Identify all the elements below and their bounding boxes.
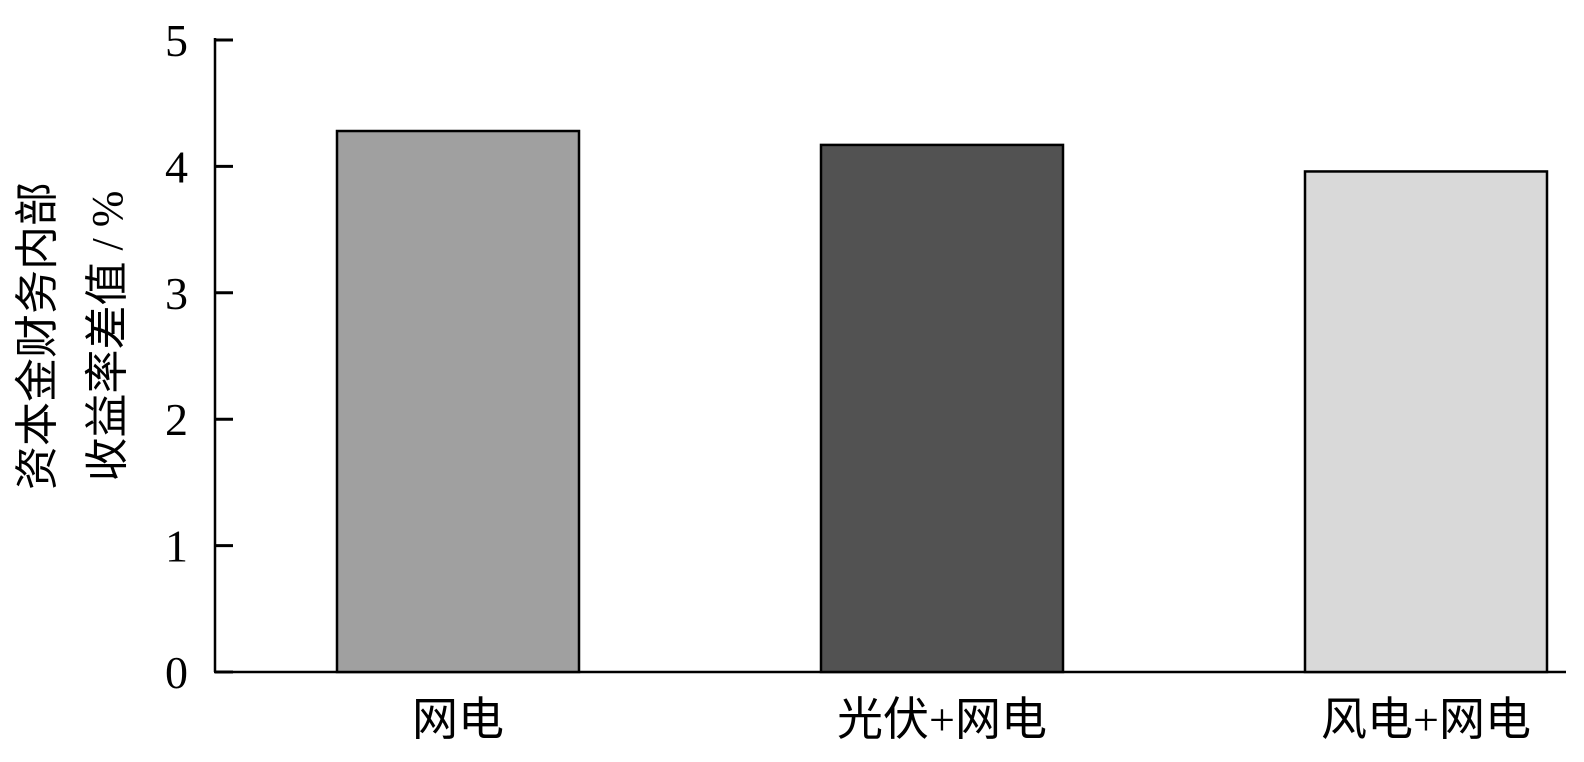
x-tick-label: 光伏+网电: [837, 694, 1047, 745]
y-tick-label: 4: [165, 141, 188, 192]
bar-3: [1303, 170, 1549, 674]
bar-2: [819, 143, 1065, 674]
x-tick-label: 网电: [412, 694, 504, 745]
y-tick-label: 5: [165, 15, 188, 66]
y-axis-label-line: 收益率差值 / %: [83, 191, 132, 482]
y-axis-label-line: 资本金财务内部: [13, 182, 62, 490]
x-tick-labels: 网电 光伏+网电 风电+网电: [412, 694, 1531, 745]
y-tick-label: 2: [165, 394, 188, 445]
bar-1: [335, 129, 581, 674]
x-tick-label: 风电+网电: [1321, 694, 1531, 745]
y-tick-label: 3: [165, 268, 188, 319]
y-tick-label: 0: [165, 647, 188, 698]
y-axis-label: 资本金财务内部 收益率差值 / %: [13, 182, 132, 490]
bars: [335, 129, 1549, 674]
y-tick-label: 1: [165, 521, 188, 572]
y-tick-labels: 0 1 2 3 4 5: [165, 15, 188, 698]
